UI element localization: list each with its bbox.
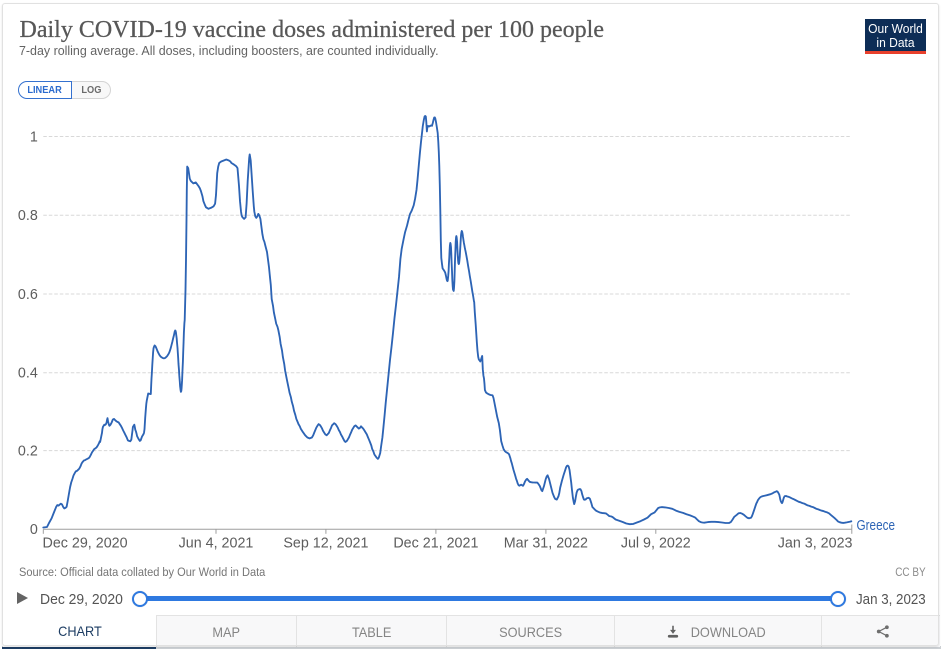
svg-text:Sep 12, 2021: Sep 12, 2021 bbox=[283, 536, 368, 552]
svg-text:0.4: 0.4 bbox=[18, 366, 38, 382]
svg-text:1: 1 bbox=[30, 129, 38, 145]
svg-text:Dec 29, 2020: Dec 29, 2020 bbox=[43, 536, 128, 552]
svg-text:Greece: Greece bbox=[857, 518, 896, 534]
svg-text:0.2: 0.2 bbox=[18, 444, 38, 460]
svg-text:Jan 3, 2023: Jan 3, 2023 bbox=[778, 536, 853, 552]
svg-text:Jun 4, 2021: Jun 4, 2021 bbox=[179, 536, 254, 552]
svg-text:Mar 31, 2022: Mar 31, 2022 bbox=[504, 536, 588, 552]
svg-text:0: 0 bbox=[30, 522, 38, 538]
svg-text:0.8: 0.8 bbox=[18, 208, 38, 224]
svg-text:0.6: 0.6 bbox=[18, 287, 38, 303]
svg-text:Dec 21, 2021: Dec 21, 2021 bbox=[393, 536, 478, 552]
svg-text:Jul 9, 2022: Jul 9, 2022 bbox=[621, 536, 691, 552]
